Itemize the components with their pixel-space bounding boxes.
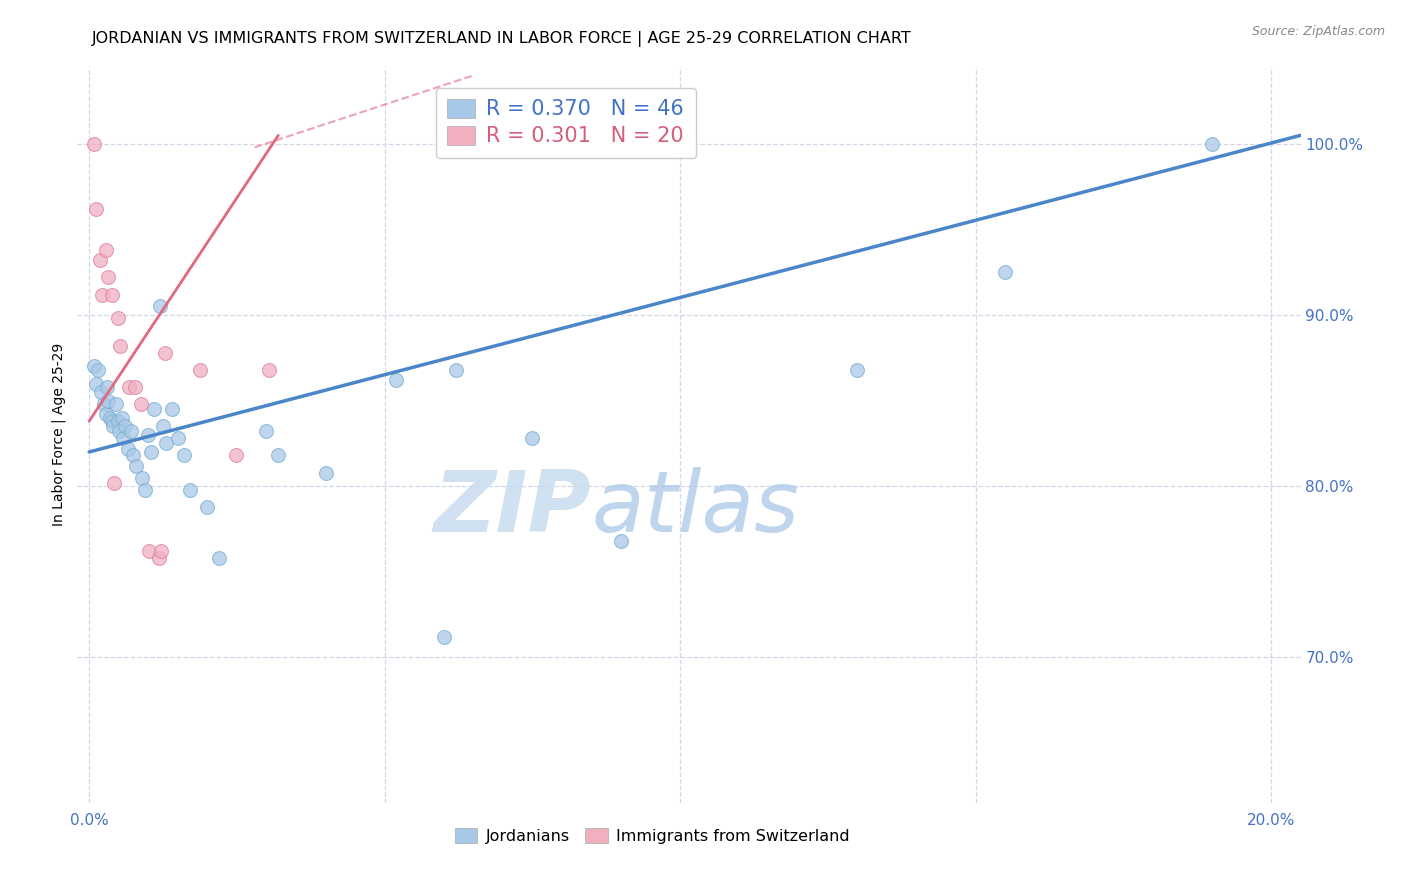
Point	[160, 402, 183, 417]
Text: ZIP: ZIP	[433, 467, 591, 550]
Point	[315, 466, 337, 480]
Point	[150, 544, 173, 558]
Point	[143, 402, 166, 417]
Point	[385, 373, 408, 387]
Text: atlas: atlas	[591, 467, 799, 550]
Point	[94, 407, 117, 421]
Point	[254, 425, 277, 439]
Point	[129, 397, 152, 411]
Point	[141, 445, 163, 459]
Point	[846, 363, 869, 377]
Point	[122, 449, 145, 463]
Text: Source: ZipAtlas.com: Source: ZipAtlas.com	[1251, 25, 1385, 38]
Point	[94, 243, 117, 257]
Point	[433, 630, 456, 644]
Text: JORDANIAN VS IMMIGRANTS FROM SWITZERLAND IN LABOR FORCE | AGE 25-29 CORRELATION : JORDANIAN VS IMMIGRANTS FROM SWITZERLAND…	[91, 31, 911, 47]
Point	[1201, 136, 1223, 151]
Point	[134, 483, 156, 497]
Point	[108, 339, 131, 353]
Point	[444, 363, 467, 377]
Y-axis label: In Labor Force | Age 25-29: In Labor Force | Age 25-29	[52, 343, 66, 526]
Point	[610, 533, 633, 548]
Point	[98, 410, 121, 425]
Point	[153, 345, 176, 359]
Point	[152, 419, 174, 434]
Point	[112, 431, 135, 445]
Point	[83, 136, 105, 151]
Point	[522, 431, 544, 445]
Point	[225, 449, 247, 463]
Point	[84, 376, 107, 391]
Point	[104, 397, 127, 411]
Point	[188, 363, 211, 377]
Point	[87, 363, 110, 377]
Point	[131, 470, 153, 484]
Point	[89, 253, 111, 268]
Point	[259, 363, 281, 377]
Point	[100, 414, 122, 428]
Point	[101, 419, 124, 434]
Point	[136, 428, 159, 442]
Point	[179, 483, 201, 497]
Legend: Jordanians, Immigrants from Switzerland: Jordanians, Immigrants from Switzerland	[449, 822, 856, 850]
Point	[100, 287, 122, 301]
Point	[173, 449, 195, 463]
Point	[91, 287, 114, 301]
Point	[117, 442, 139, 456]
Point	[83, 359, 105, 374]
Point	[97, 393, 120, 408]
Point	[166, 431, 188, 445]
Point	[103, 475, 125, 490]
Point	[84, 202, 107, 216]
Point	[97, 270, 120, 285]
Point	[107, 414, 129, 428]
Point	[96, 380, 118, 394]
Point	[208, 551, 231, 566]
Point	[118, 380, 141, 394]
Point	[195, 500, 218, 514]
Point	[994, 265, 1017, 279]
Point	[114, 419, 136, 434]
Point	[124, 380, 146, 394]
Point	[148, 551, 170, 566]
Point	[90, 385, 112, 400]
Point	[138, 544, 160, 558]
Point	[107, 311, 129, 326]
Point	[111, 410, 134, 425]
Point	[267, 449, 290, 463]
Point	[155, 436, 177, 450]
Point	[107, 425, 129, 439]
Point	[93, 397, 115, 411]
Point	[125, 458, 148, 473]
Point	[120, 425, 142, 439]
Point	[149, 300, 172, 314]
